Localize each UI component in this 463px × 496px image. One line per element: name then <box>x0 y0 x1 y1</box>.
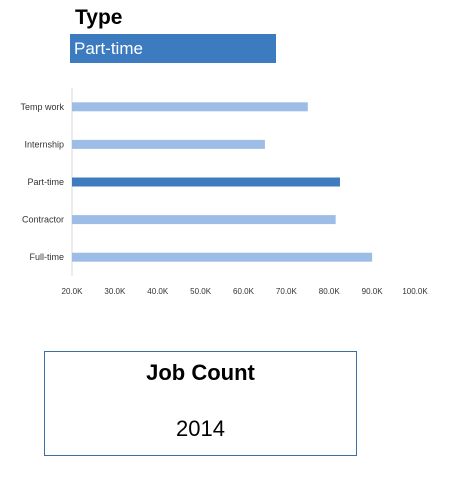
x-tick-label: 20.0K <box>62 287 84 296</box>
bar-temp-work[interactable] <box>72 102 308 112</box>
job-count-card: Job Count 2014 <box>44 351 357 456</box>
x-tick-label: 90.0K <box>362 287 384 296</box>
bar-chart-svg: Temp work Internship Part-time Contractor Fu… <box>20 88 428 296</box>
category-label: Full-time <box>29 252 64 262</box>
x-tick-label: 60.0K <box>233 287 255 296</box>
bar-internship[interactable] <box>72 139 265 149</box>
category-label: Contractor <box>22 215 64 225</box>
bar-part-time[interactable] <box>72 177 340 187</box>
slicer-selected-item[interactable]: Part-time <box>70 34 276 63</box>
category-label: Internship <box>24 139 64 149</box>
x-tick-label: 70.0K <box>276 287 298 296</box>
bar-contractor[interactable] <box>72 215 336 225</box>
bar-chart: Temp work Internship Part-time Contractor Fu… <box>0 80 463 310</box>
category-label: Part-time <box>27 177 64 187</box>
x-tick-label: 30.0K <box>104 287 126 296</box>
category-label: Temp work <box>20 102 64 112</box>
slicer-title: Type <box>75 6 123 29</box>
card-title: Job Count <box>146 360 255 385</box>
x-tick-label: 100.0K <box>402 287 428 296</box>
bar-full-time[interactable] <box>72 252 373 262</box>
x-tick-label: 80.0K <box>319 287 341 296</box>
x-tick-label: 50.0K <box>190 287 212 296</box>
card-value: 2014 <box>176 416 225 441</box>
x-tick-label: 40.0K <box>147 287 169 296</box>
